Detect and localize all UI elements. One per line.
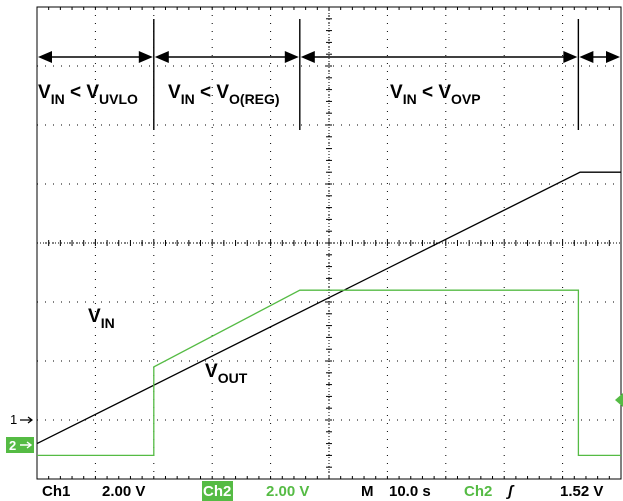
region-markers <box>38 19 620 130</box>
graticule <box>36 6 622 480</box>
ch2-marker: 2 <box>6 437 34 453</box>
ch1-marker-label: 1 <box>10 412 17 427</box>
timebase-label: M <box>361 483 374 500</box>
region-label-oreg: VIN < VO(REG) <box>168 82 280 107</box>
region-arrow-head-left <box>300 51 315 63</box>
region-arrow-head-right <box>138 51 153 63</box>
region-arrow-head-left <box>154 51 169 63</box>
trace-vout <box>37 289 621 457</box>
ch2-label-bg <box>202 481 233 501</box>
region-arrow-head-right <box>563 51 578 63</box>
trigger-level: 1.52 V <box>560 483 603 500</box>
traces <box>36 171 621 457</box>
trace-label-vout: VOUT <box>205 361 248 386</box>
trace-label-vin: VIN <box>88 306 115 331</box>
ch1-scale: 2.00 V <box>102 483 145 500</box>
ch2-marker-label: 2 <box>9 438 16 453</box>
ch1-marker: 1 <box>10 412 33 427</box>
ch2-label: Ch2 <box>203 483 231 500</box>
trace-vin <box>36 171 621 445</box>
timebase-scale: 10.0 s <box>389 483 431 500</box>
region-arrow-head-left <box>579 51 594 63</box>
region-arrow-head-left <box>38 51 52 63</box>
ch1-label: Ch1 <box>42 483 70 500</box>
trigger-level-indicator <box>615 393 623 407</box>
trigger-source: Ch2 <box>464 483 492 500</box>
status-bar: Ch1 2.00 V Ch2 2.00 V M 10.0 s Ch2 ʃ 1.5… <box>42 481 603 501</box>
trigger-slope-icon: ʃ <box>506 483 515 500</box>
ch2-scale: 2.00 V <box>266 483 309 500</box>
region-arrow-head-right <box>606 51 620 63</box>
region-label-ovp: VIN < VOVP <box>390 82 481 107</box>
ch1-marker-arrow <box>20 416 33 424</box>
region-label-uvlo: VIN < VUVLO <box>38 82 138 107</box>
region-arrow-head-right <box>284 51 299 63</box>
ch2-marker-arrow <box>20 441 33 449</box>
